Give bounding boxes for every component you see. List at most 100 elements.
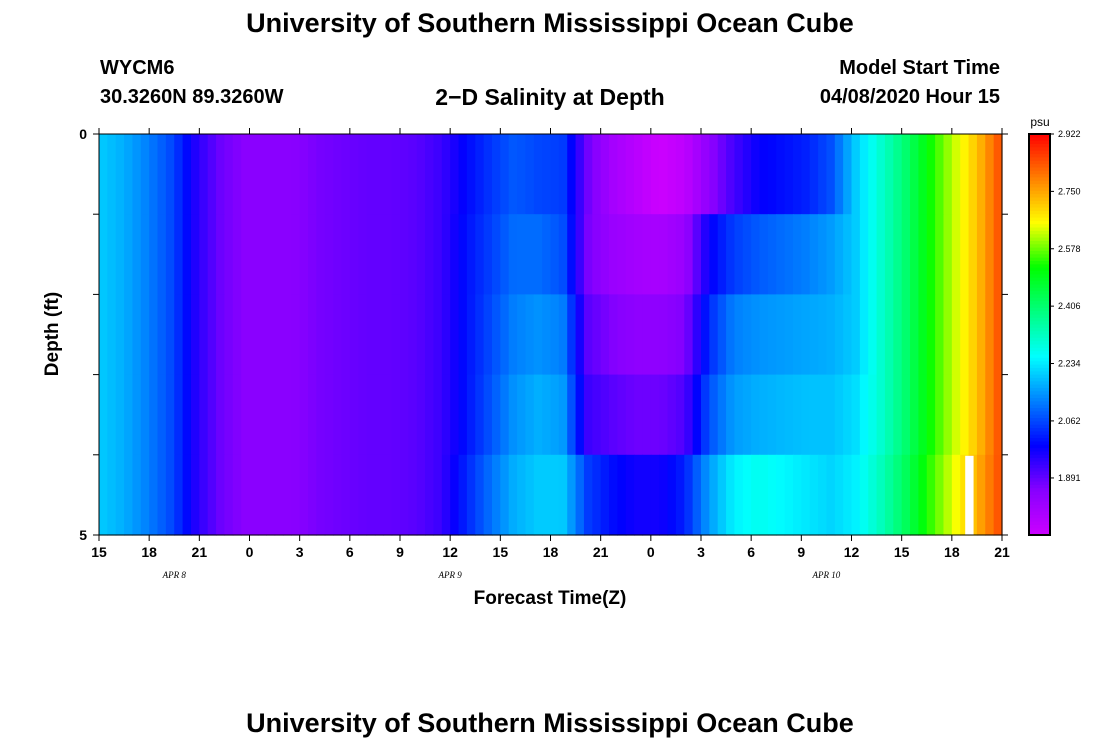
heatmap-cell xyxy=(416,454,426,536)
heatmap-cell xyxy=(776,374,786,456)
heatmap-cell xyxy=(642,374,652,456)
heatmap-cell xyxy=(157,134,167,215)
colorbar-segment xyxy=(1029,384,1050,389)
heatmap-cell xyxy=(776,454,786,536)
x-axis-title: Forecast Time(Z) xyxy=(474,588,627,609)
heatmap-cell xyxy=(149,374,159,456)
heatmap-cell xyxy=(266,214,276,295)
heatmap-cell xyxy=(149,134,159,215)
heatmap-cell xyxy=(960,214,970,295)
heatmap-cell xyxy=(299,374,309,456)
heatmap-cell xyxy=(525,374,535,456)
heatmap-cell xyxy=(742,294,752,376)
heatmap-cell xyxy=(190,374,200,456)
heatmap-cell xyxy=(567,134,577,215)
colorbar-segment xyxy=(1029,274,1050,279)
heatmap-cell xyxy=(199,214,209,295)
heatmap-cell xyxy=(985,294,995,376)
heatmap-cell xyxy=(182,294,192,376)
heatmap-cell xyxy=(893,134,903,215)
heatmap-cell xyxy=(483,214,493,295)
heatmap-cell xyxy=(383,294,393,376)
colorbar-segment xyxy=(1029,240,1050,245)
heatmap-cell xyxy=(776,294,786,376)
heatmap-cell xyxy=(784,454,794,536)
heatmap-cell xyxy=(500,214,510,295)
heatmap-cell xyxy=(868,214,878,295)
heatmap-cell xyxy=(659,454,669,536)
colorbar-tick-label: 2.062 xyxy=(1058,416,1081,426)
heatmap-cell xyxy=(525,134,535,215)
model-start-value: 04/08/2020 Hour 15 xyxy=(819,86,1000,108)
heatmap-cell xyxy=(433,374,443,456)
heatmap-cell xyxy=(542,294,552,376)
heatmap-cell xyxy=(99,294,108,376)
heatmap-cell xyxy=(508,214,518,295)
heatmap-cell xyxy=(483,454,493,536)
heatmap-cell xyxy=(826,454,836,536)
heatmap-cell xyxy=(542,134,552,215)
date-label: APR 9 xyxy=(438,570,463,580)
heatmap-cell xyxy=(751,294,761,376)
heatmap-cell xyxy=(517,454,527,536)
heatmap-cell xyxy=(475,214,485,295)
heatmap-cell xyxy=(349,374,359,456)
heatmap-cell xyxy=(333,454,343,536)
heatmap-cell xyxy=(826,214,836,295)
heatmap-cell xyxy=(274,454,284,536)
heatmap-cell xyxy=(491,374,501,456)
heatmap-cell xyxy=(935,134,945,215)
heatmap-cell xyxy=(291,134,301,215)
colorbar-segment xyxy=(1029,421,1050,426)
heatmap-cell xyxy=(508,374,518,456)
heatmap-cell xyxy=(884,374,894,456)
heatmap-cell xyxy=(918,214,928,295)
heatmap-cell xyxy=(199,294,209,376)
heatmap-cell xyxy=(684,134,694,215)
heatmap-cell xyxy=(583,294,593,376)
heatmap-cell xyxy=(266,454,276,536)
heatmap-cell xyxy=(976,454,986,536)
colorbar-segment xyxy=(1029,327,1050,332)
heatmap-cell xyxy=(425,454,435,536)
heatmap-cell xyxy=(400,374,409,456)
heatmap-cell xyxy=(617,134,627,215)
heatmap-cell xyxy=(525,214,535,295)
heatmap-cell xyxy=(634,214,644,295)
heatmap-cell xyxy=(859,214,869,295)
x-tick-label: 9 xyxy=(797,544,805,560)
heatmap-cell xyxy=(993,294,1003,376)
colorbar-segment xyxy=(1029,150,1050,155)
colorbar-segment xyxy=(1029,381,1050,386)
heatmap-cell xyxy=(567,374,577,456)
colorbar-segment xyxy=(1029,301,1050,306)
heatmap-cell xyxy=(767,134,777,215)
heatmap-cell xyxy=(207,374,217,456)
heatmap-cell xyxy=(115,374,125,456)
heatmap-cell xyxy=(801,134,811,215)
heatmap-cell xyxy=(249,134,259,215)
heatmap-cell xyxy=(868,454,878,536)
x-tick-label: 21 xyxy=(994,544,1010,560)
heatmap-cell xyxy=(199,454,209,536)
heatmap-cell xyxy=(859,454,869,536)
heatmap-cell xyxy=(341,134,351,215)
heatmap-cell xyxy=(818,294,828,376)
heatmap-cell xyxy=(910,294,919,376)
heatmap-cell xyxy=(642,454,652,536)
colorbar-segment xyxy=(1029,474,1050,479)
heatmap-cell xyxy=(533,134,543,215)
heatmap-cell xyxy=(592,214,602,295)
colorbar-segment xyxy=(1029,297,1050,302)
heatmap-cell xyxy=(767,294,777,376)
heatmap-cell xyxy=(742,134,752,215)
heatmap-cell xyxy=(115,214,125,295)
colorbar-segment xyxy=(1029,214,1050,219)
heatmap-cell xyxy=(257,294,267,376)
heatmap-cell xyxy=(818,454,828,536)
heatmap-cell xyxy=(583,374,593,456)
heatmap-cell xyxy=(542,374,552,456)
heatmap-cell xyxy=(165,134,175,215)
heatmap-cell xyxy=(567,294,577,376)
heatmap-cell xyxy=(408,134,418,215)
